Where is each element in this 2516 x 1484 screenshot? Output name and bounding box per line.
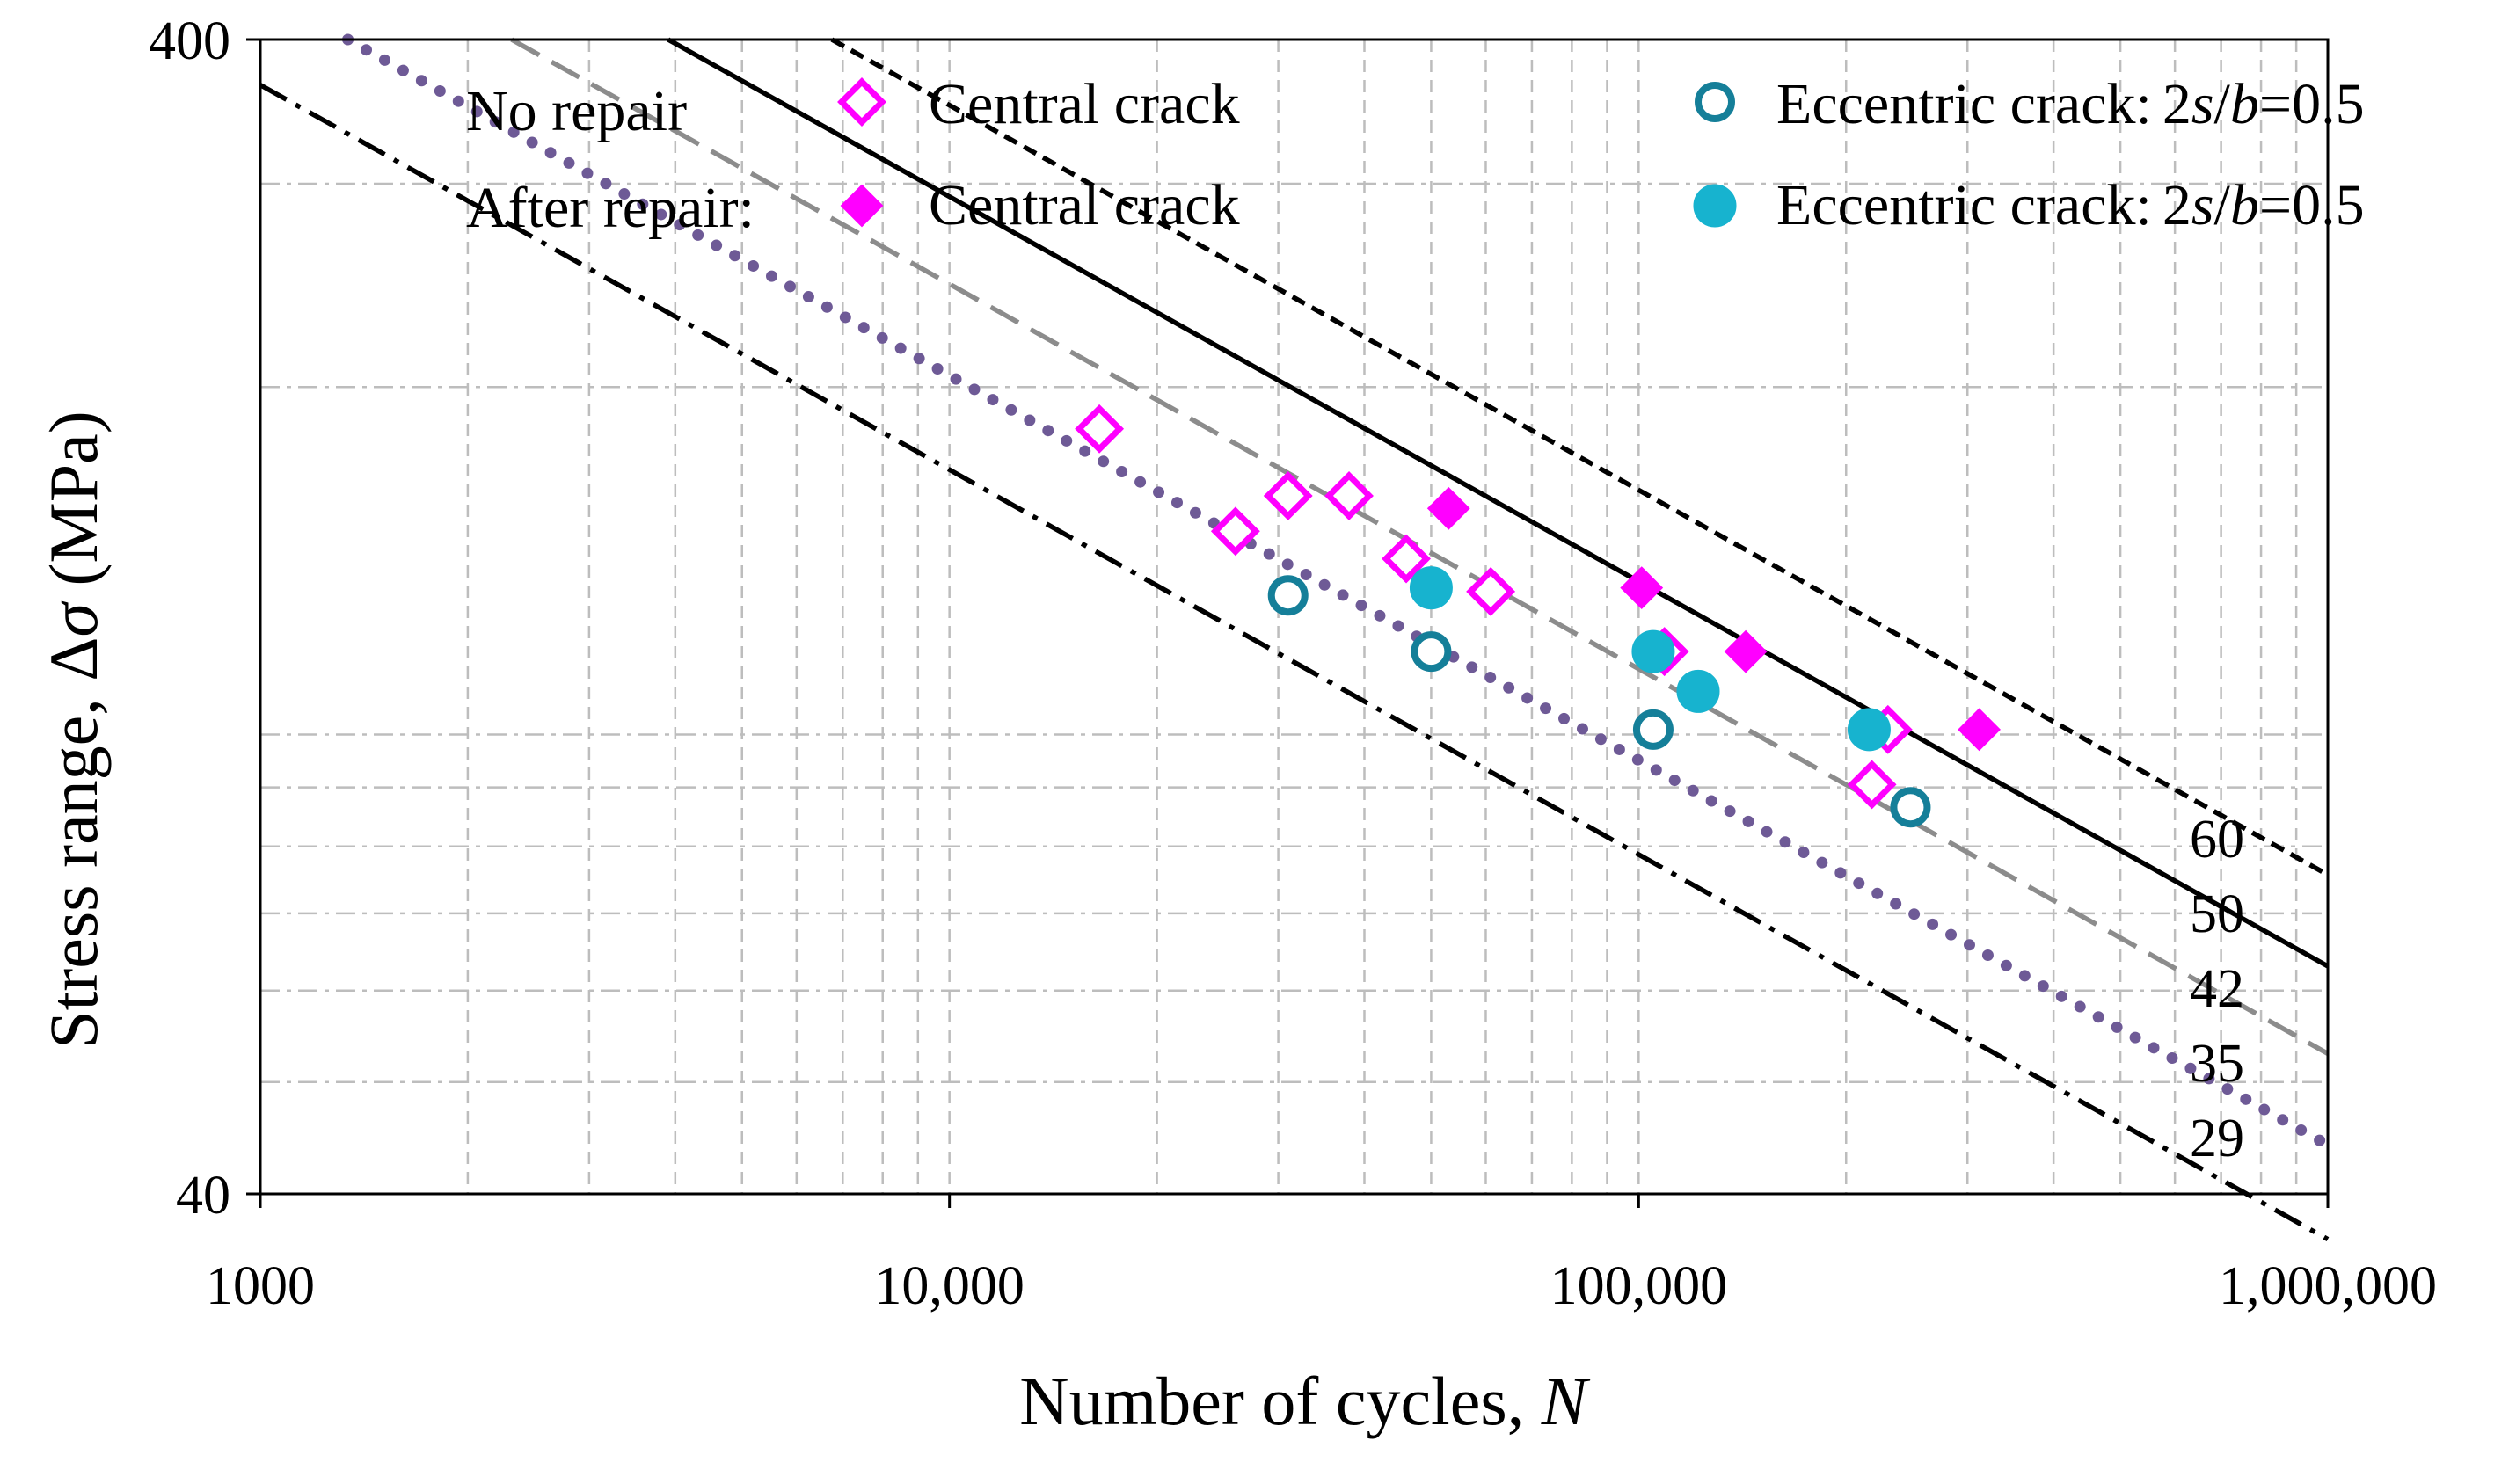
y-tick-label: 40 bbox=[176, 1166, 230, 1226]
x-tick-label: 10,000 bbox=[874, 1256, 1025, 1316]
data-point bbox=[1426, 486, 1470, 530]
legend-marker-eccentric-open bbox=[1695, 82, 1735, 122]
data-point bbox=[1466, 566, 1516, 616]
data-points bbox=[1075, 404, 2002, 828]
legend: No repair After repair: Central crack Ce… bbox=[466, 72, 2365, 240]
data-point bbox=[1631, 629, 1675, 673]
data-point bbox=[1847, 708, 1891, 752]
fat-label-60: 60 bbox=[2190, 810, 2244, 869]
legend-marker-central-open bbox=[837, 77, 886, 127]
fat-label-50: 50 bbox=[2190, 884, 2244, 944]
fat-curve-35 bbox=[342, 33, 2334, 1151]
fat-curves bbox=[259, 33, 2334, 1242]
fat-label-42: 42 bbox=[2190, 959, 2244, 1019]
data-point bbox=[1890, 787, 1931, 828]
y-tick-label: 400 bbox=[149, 11, 230, 71]
axis-ticks: 1000 10,000 100,000 1,000,000 40 400 bbox=[149, 11, 2437, 1316]
legend-central-crack-2: Central crack bbox=[929, 173, 1240, 237]
data-point bbox=[1632, 709, 1674, 750]
legend-marker bbox=[840, 184, 884, 228]
legend-marker bbox=[837, 77, 886, 127]
fat-label-29: 29 bbox=[2190, 1109, 2244, 1168]
x-axis-title: Number of cycles, N bbox=[1019, 1363, 1590, 1439]
legend-central-crack-1: Central crack bbox=[929, 72, 1240, 136]
legend-marker bbox=[1695, 82, 1735, 122]
data-point bbox=[1411, 631, 1452, 673]
legend-marker-eccentric-filled bbox=[1693, 184, 1737, 228]
plot-frame bbox=[259, 38, 2330, 1196]
data-point bbox=[1676, 669, 1720, 713]
fat-curve-50 bbox=[667, 37, 2330, 969]
legend-marker bbox=[1693, 184, 1737, 228]
legend-eccentric-crack-1: Eccentric crack: 2s/b=0.5 bbox=[1776, 72, 2365, 136]
legend-eccentric-crack-2: Eccentric crack: 2s/b=0.5 bbox=[1776, 173, 2365, 237]
legend-marker-central-filled bbox=[840, 184, 884, 228]
data-point bbox=[1724, 629, 1768, 673]
x-tick-label: 1,000,000 bbox=[2219, 1256, 2437, 1316]
legend-after-repair-label: After repair: bbox=[466, 176, 755, 240]
data-point bbox=[1620, 566, 1664, 610]
x-tick-label: 1000 bbox=[206, 1256, 315, 1316]
grid bbox=[260, 38, 2328, 1194]
data-point bbox=[1324, 470, 1374, 520]
data-point bbox=[1210, 506, 1260, 556]
fat-curve-42 bbox=[510, 37, 2330, 1056]
fat-curve-29 bbox=[259, 83, 2330, 1242]
data-point bbox=[1958, 708, 2002, 752]
data-point bbox=[1409, 566, 1453, 610]
x-tick-label: 100,000 bbox=[1550, 1256, 1728, 1316]
data-point bbox=[1263, 470, 1313, 520]
fat-curve-labels: 60 50 42 35 29 bbox=[2190, 810, 2244, 1168]
legend-no-repair-label: No repair bbox=[466, 79, 687, 143]
data-point bbox=[1382, 534, 1431, 584]
data-point bbox=[1267, 575, 1309, 616]
data-point bbox=[1847, 760, 1897, 810]
fat-label-35: 35 bbox=[2190, 1034, 2244, 1094]
y-axis-title: Stress range, Δσ (MPa) bbox=[35, 411, 112, 1049]
data-point bbox=[1075, 404, 1125, 454]
